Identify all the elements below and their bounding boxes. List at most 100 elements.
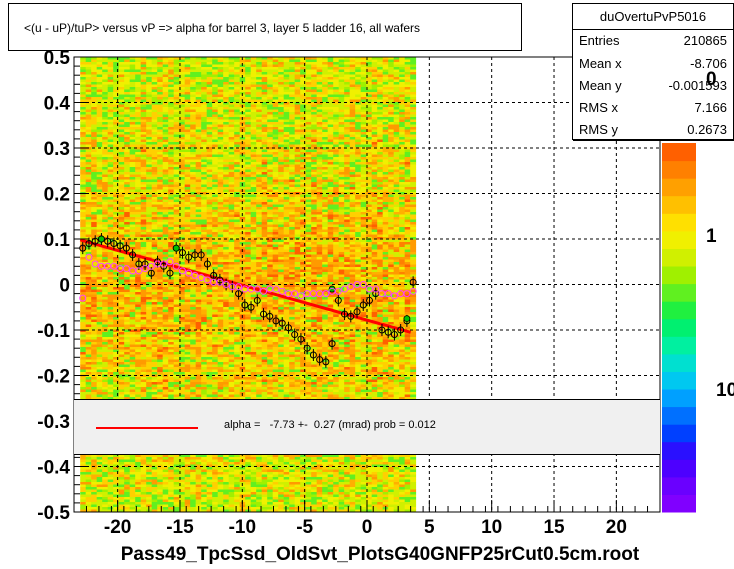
heatmap-cell [162,87,169,90]
heatmap-cell [179,92,186,95]
heatmap-cell [212,309,219,313]
heatmap-cell [102,339,109,343]
heatmap-cell [217,269,224,273]
heatmap-cell [168,482,175,485]
heatmap-cell [157,254,164,258]
heatmap-cell [184,487,191,490]
heatmap-cell [223,172,230,175]
heatmap-cell [195,92,202,95]
heatmap-cell [201,229,208,233]
heatmap-cell [168,502,175,505]
heatmap-cell [135,357,142,360]
heatmap-cell [206,454,213,458]
heatmap-cell [80,72,87,75]
heatmap-cell [201,354,208,358]
heatmap-cell [168,167,175,170]
heatmap-cell [184,224,191,228]
heatmap-cell [162,497,169,500]
heatmap-cell [151,212,158,215]
heatmap-cell [91,209,98,213]
heatmap-cell [162,337,169,340]
heatmap-cell [113,287,120,290]
heatmap-cell [96,89,103,93]
heatmap-cell [184,492,191,495]
heatmap-cell [96,67,103,70]
heatmap-cell [80,302,87,305]
heatmap-cell [124,129,131,133]
heatmap-cell [157,199,164,203]
heatmap-cell [118,132,125,135]
heatmap-cell [151,302,158,305]
heatmap-cell [140,79,147,83]
heatmap-cell [206,259,213,263]
heatmap-cell [102,292,109,295]
heatmap-cell [151,117,158,120]
heatmap-cell [102,149,109,153]
heatmap-cell [118,59,125,63]
heatmap-cell [168,109,175,113]
heatmap-cell [206,384,213,388]
heatmap-cell [173,149,180,153]
heatmap-cell [85,154,92,158]
heatmap-cell [184,389,191,393]
heatmap-cell [135,337,142,340]
heatmap-cell [91,269,98,273]
heatmap-cell [124,497,131,500]
heatmap-cell [195,172,202,175]
heatmap-cell [184,279,191,283]
heatmap-cell [135,194,142,198]
heatmap-cell [168,182,175,185]
heatmap-cell [228,199,235,203]
heatmap-cell [124,247,131,250]
heatmap-cell [91,137,98,140]
heatmap-cell [162,274,169,278]
heatmap-cell [107,249,114,253]
heatmap-cell [85,394,92,398]
heatmap-cell [140,72,147,75]
heatmap-cell [140,472,147,475]
heatmap-cell [124,492,131,495]
heatmap-cell [96,309,103,313]
heatmap-cell [146,297,153,300]
heatmap-cell [107,509,114,513]
heatmap-cell [129,499,136,503]
heatmap-cell [195,144,202,148]
heatmap-cell [146,139,153,143]
heatmap-cell [173,337,180,340]
heatmap-cell [107,327,114,330]
heatmap-cell [129,74,136,78]
heatmap-cell [96,362,103,365]
heatmap-cell [212,269,219,273]
heatmap-cell [118,152,125,155]
heatmap-cell [118,464,125,468]
heatmap-cell [190,352,197,355]
heatmap-cell [102,397,109,400]
heatmap-cell [217,284,224,288]
heatmap-cell [129,347,136,350]
heatmap-cell [96,354,103,358]
heatmap-cell [162,282,169,285]
heatmap-cell [113,317,120,320]
heatmap-cell [190,274,197,278]
heatmap-cell [135,227,142,230]
heatmap-cell [129,269,136,273]
heatmap-cell [113,467,120,470]
heatmap-cell [157,84,164,88]
heatmap-cell [206,284,213,288]
heatmap-cell [96,187,103,190]
heatmap-cell [135,324,142,328]
heatmap-cell [96,454,103,458]
heatmap-cell [179,219,186,223]
heatmap-cell [157,242,164,245]
heatmap-cell [168,179,175,183]
heatmap-cell [96,92,103,95]
heatmap-cell [124,74,131,78]
heatmap-cell [184,482,191,485]
heatmap-cell [146,344,153,348]
heatmap-cell [151,229,158,233]
heatmap-cell [223,122,230,125]
heatmap-cell [179,259,186,263]
heatmap-cell [217,279,224,283]
heatmap-cell [118,124,125,128]
heatmap-cell [129,209,136,213]
